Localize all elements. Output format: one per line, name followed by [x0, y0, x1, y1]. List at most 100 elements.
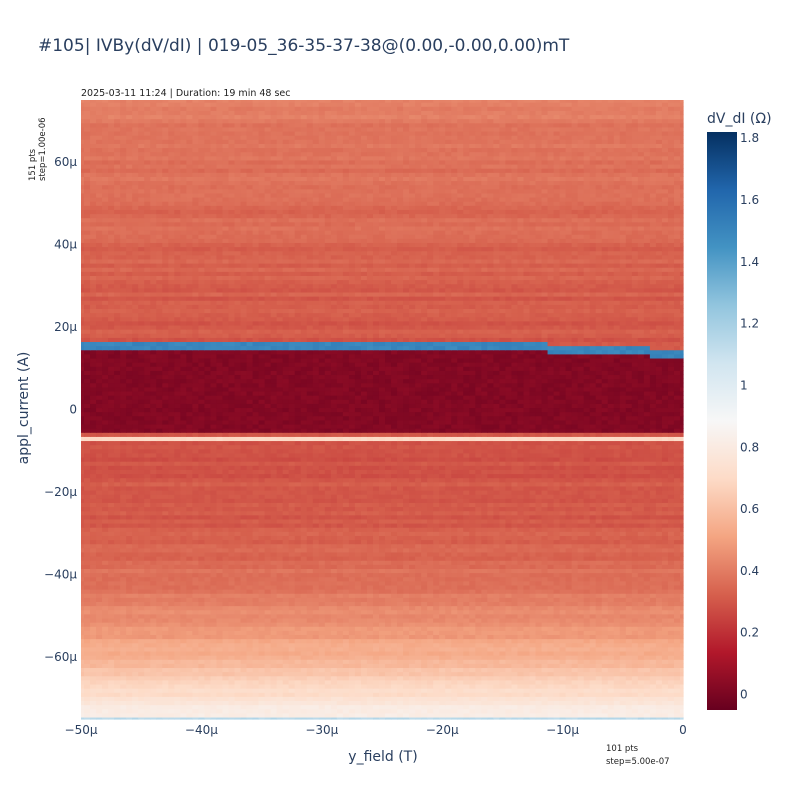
- heatmap-cell: [566, 692, 573, 697]
- heatmap-cell: [620, 667, 627, 672]
- heatmap-cell: [361, 705, 368, 710]
- heatmap-cell: [204, 593, 211, 598]
- heatmap-cell: [228, 544, 235, 549]
- heatmap-cell: [511, 709, 518, 714]
- heatmap-cell: [331, 564, 338, 569]
- heatmap-cell: [385, 639, 392, 644]
- heatmap-cell: [626, 606, 633, 611]
- heatmap-cell: [469, 564, 476, 569]
- heatmap-cell: [644, 556, 651, 561]
- heatmap-cell: [247, 535, 254, 540]
- heatmap-cell: [379, 618, 386, 623]
- heatmap-cell: [144, 593, 151, 598]
- heatmap-cell: [379, 630, 386, 635]
- heatmap-cell: [222, 713, 229, 718]
- heatmap-cell: [626, 564, 633, 569]
- heatmap-cell: [126, 597, 133, 602]
- heatmap-cell: [222, 527, 229, 532]
- heatmap-cell: [608, 597, 615, 602]
- heatmap-cell: [469, 552, 476, 557]
- heatmap-cell: [439, 589, 446, 594]
- heatmap-cell: [481, 539, 488, 544]
- heatmap-cell: [228, 676, 235, 681]
- heatmap-cell: [578, 659, 585, 664]
- heatmap-cell: [150, 655, 157, 660]
- heatmap-cell: [247, 614, 254, 619]
- heatmap-cell: [132, 663, 139, 668]
- heatmap-cell: [283, 713, 290, 718]
- heatmap-cell: [680, 593, 684, 598]
- heatmap-cell: [373, 676, 380, 681]
- heatmap-cell: [415, 552, 422, 557]
- heatmap-cell: [499, 585, 506, 590]
- heatmap-cell: [542, 527, 549, 532]
- heatmap-cell: [174, 643, 181, 648]
- heatmap-cell: [144, 548, 151, 553]
- heatmap-cell: [96, 630, 103, 635]
- heatmap-cell: [403, 581, 410, 586]
- heatmap-cell: [511, 581, 518, 586]
- heatmap-cell: [90, 651, 97, 656]
- heatmap-cell: [313, 700, 320, 705]
- heatmap-cell: [463, 688, 470, 693]
- heatmap-cell: [301, 597, 308, 602]
- heatmap-cell: [186, 713, 193, 718]
- heatmap-cell: [186, 552, 193, 557]
- heatmap-cell: [403, 606, 410, 611]
- heatmap-cell: [596, 601, 603, 606]
- heatmap-cell: [96, 618, 103, 623]
- heatmap-cell: [572, 568, 579, 573]
- heatmap-cell: [656, 626, 663, 631]
- heatmap-cell: [241, 651, 248, 656]
- heatmap-cell: [602, 713, 609, 718]
- heatmap-cell: [295, 688, 302, 693]
- heatmap-cell: [439, 601, 446, 606]
- heatmap-cell: [391, 672, 398, 677]
- heatmap-cell: [204, 552, 211, 557]
- heatmap-cell: [385, 618, 392, 623]
- heatmap-cell: [421, 523, 428, 528]
- heatmap-cell: [228, 515, 235, 520]
- heatmap-cell: [114, 535, 121, 540]
- heatmap-cell: [584, 643, 591, 648]
- heatmap-cell: [614, 663, 621, 668]
- heatmap-cell: [343, 630, 350, 635]
- heatmap-cell: [307, 663, 314, 668]
- heatmap-cell: [457, 684, 464, 689]
- heatmap-cell: [180, 709, 187, 714]
- heatmap-cell: [602, 676, 609, 681]
- heatmap-cell: [529, 622, 536, 627]
- heatmap-cell: [156, 564, 163, 569]
- heatmap-cell: [180, 606, 187, 611]
- heatmap-cell: [319, 539, 326, 544]
- heatmap-cell: [469, 544, 476, 549]
- heatmap-cell: [674, 651, 681, 656]
- heatmap-cell: [409, 667, 416, 672]
- heatmap-cell: [277, 577, 284, 582]
- heatmap-cell: [421, 539, 428, 544]
- heatmap-cell: [174, 552, 181, 557]
- heatmap-cell: [277, 676, 284, 681]
- heatmap-cell: [680, 684, 684, 689]
- heatmap-cell: [241, 523, 248, 528]
- heatmap-cell: [277, 601, 284, 606]
- heatmap-cell: [90, 519, 97, 524]
- heatmap-cell: [481, 684, 488, 689]
- heatmap-cell: [361, 688, 368, 693]
- heatmap-cell: [162, 626, 169, 631]
- heatmap-cell: [349, 573, 356, 578]
- heatmap-cell: [222, 618, 229, 623]
- heatmap-cell: [391, 643, 398, 648]
- heatmap-cell: [96, 713, 103, 718]
- heatmap-cell: [536, 531, 543, 536]
- heatmap-cell: [174, 647, 181, 652]
- heatmap-cell: [475, 544, 482, 549]
- heatmap-cell: [475, 713, 482, 718]
- heatmap-cell: [415, 705, 422, 710]
- heatmap-cell: [174, 663, 181, 668]
- heatmap-cell: [331, 672, 338, 677]
- heatmap-cell: [680, 680, 684, 685]
- heatmap-cell: [529, 713, 536, 718]
- heatmap-cell: [367, 626, 374, 631]
- heatmap-cell: [421, 651, 428, 656]
